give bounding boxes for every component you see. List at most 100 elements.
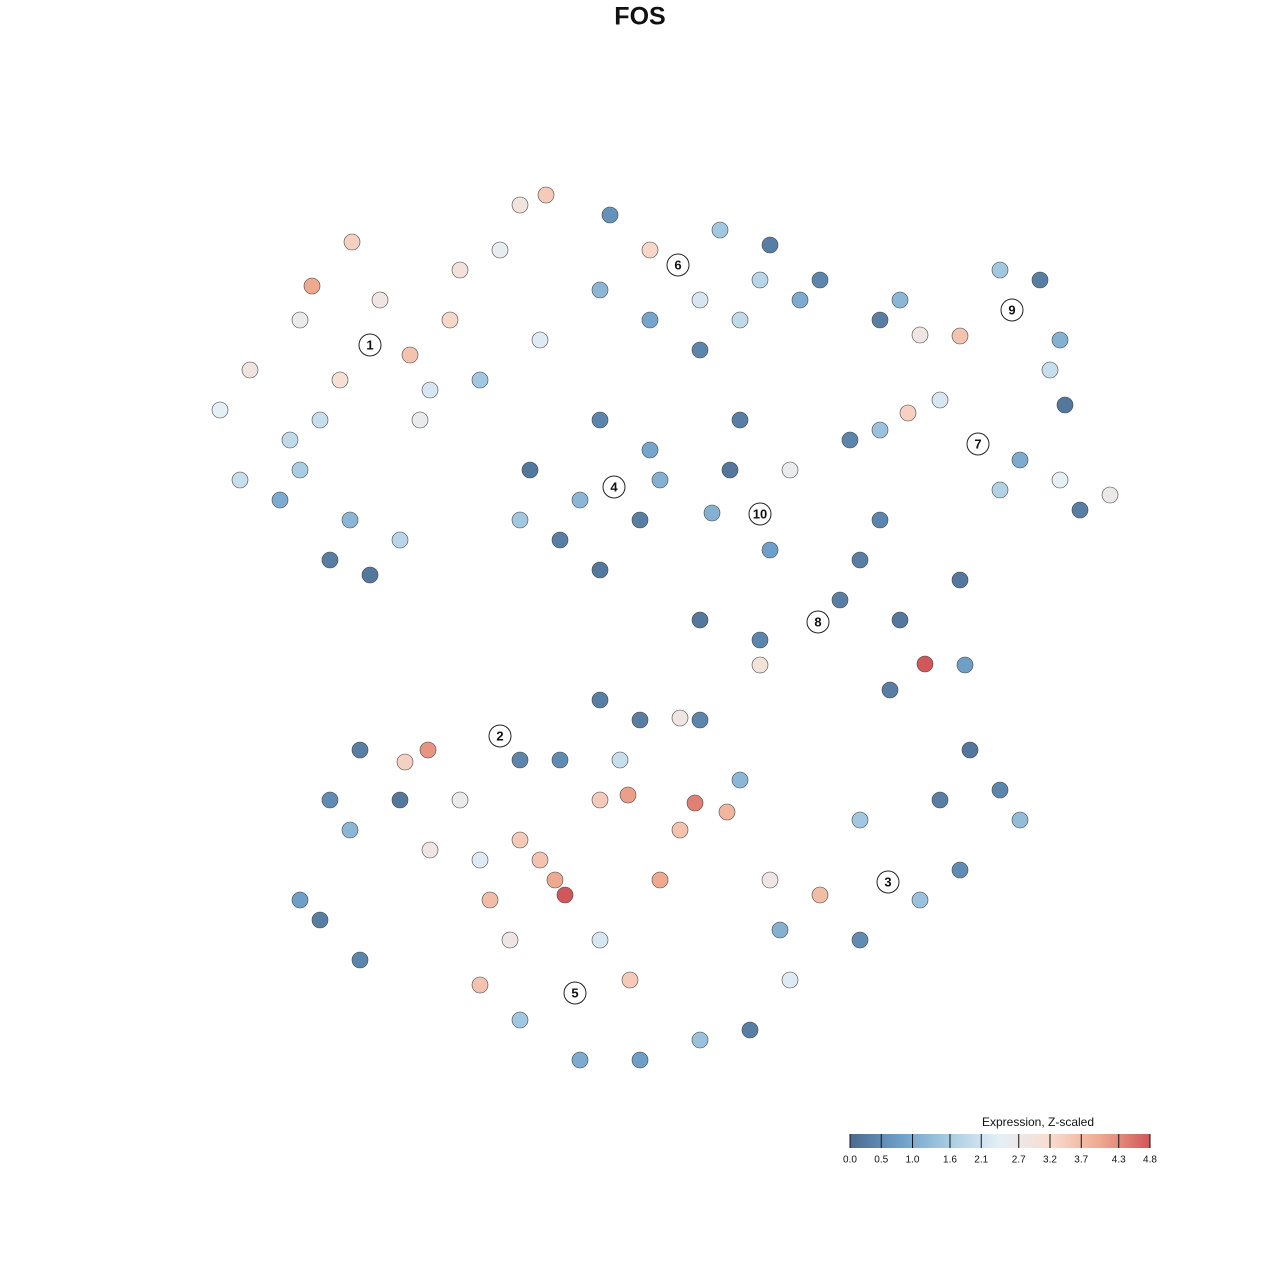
point [551, 751, 569, 769]
colorbar-title: Expression, Z-scaled [982, 1115, 1094, 1129]
point [501, 931, 519, 949]
point [351, 951, 369, 969]
point [451, 261, 469, 279]
point [718, 803, 736, 821]
cluster-label-bg [602, 475, 626, 499]
point [631, 511, 649, 529]
point [931, 391, 949, 409]
point [396, 753, 414, 771]
point [621, 971, 639, 989]
cluster-label-bg [1000, 298, 1024, 322]
cluster-label-bg [966, 432, 990, 456]
point [991, 481, 1009, 499]
point [781, 971, 799, 989]
point [521, 461, 539, 479]
point [451, 791, 469, 809]
colorbar-tick-label: 4.3 [1112, 1155, 1126, 1166]
point [686, 794, 704, 812]
point [281, 431, 299, 449]
colorbar [850, 1134, 1150, 1148]
point [711, 221, 729, 239]
point [671, 709, 689, 727]
point [481, 891, 499, 909]
point [751, 631, 769, 649]
point [991, 261, 1009, 279]
point [641, 441, 659, 459]
point [956, 656, 974, 674]
cluster-label: 4 [610, 479, 618, 494]
cluster-label: 3 [884, 874, 891, 889]
cluster-label: 2 [496, 728, 503, 743]
point [761, 871, 779, 889]
cluster-label-bg [563, 981, 587, 1005]
point [881, 681, 899, 699]
cluster-label: 8 [814, 614, 821, 629]
colorbar-tick-label: 0.0 [843, 1155, 857, 1166]
point [211, 401, 229, 419]
cluster-label-bg [748, 502, 772, 526]
point [371, 291, 389, 309]
colorbar-tick-label: 3.7 [1074, 1155, 1088, 1166]
point [471, 976, 489, 994]
point [691, 1031, 709, 1049]
point [1101, 486, 1119, 504]
point [731, 411, 749, 429]
point [851, 551, 869, 569]
point [899, 404, 917, 422]
point [1071, 501, 1089, 519]
point [391, 791, 409, 809]
cluster-label: 6 [674, 257, 681, 272]
point [591, 561, 609, 579]
point [401, 346, 419, 364]
point [571, 491, 589, 509]
point [811, 886, 829, 904]
point [951, 861, 969, 879]
point [651, 471, 669, 489]
colorbar-tick-label: 0.5 [874, 1155, 888, 1166]
point [471, 371, 489, 389]
point [361, 566, 379, 584]
cluster-label: 1 [366, 337, 373, 352]
point [1031, 271, 1049, 289]
point [851, 811, 869, 829]
cluster-label-bg [806, 610, 830, 634]
point [591, 931, 609, 949]
point [931, 791, 949, 809]
colorbar-tick-label: 1.0 [906, 1155, 920, 1166]
point [631, 1051, 649, 1069]
cluster-label: 7 [974, 436, 981, 451]
point [511, 196, 529, 214]
point [303, 277, 321, 295]
point [741, 1021, 759, 1039]
point [871, 311, 889, 329]
point [511, 751, 529, 769]
point [951, 327, 969, 345]
point [651, 871, 669, 889]
point [421, 841, 439, 859]
point [321, 791, 339, 809]
point [841, 431, 859, 449]
point [571, 1051, 589, 1069]
chart-title: FOS [614, 3, 665, 31]
point [591, 791, 609, 809]
point [271, 491, 289, 509]
point [419, 741, 437, 759]
point [911, 891, 929, 909]
point [871, 421, 889, 439]
point [691, 711, 709, 729]
point [961, 741, 979, 759]
point [1011, 811, 1029, 829]
point [291, 891, 309, 909]
point [811, 271, 829, 289]
point [531, 851, 549, 869]
point [631, 711, 649, 729]
point [611, 751, 629, 769]
point [751, 271, 769, 289]
colorbar-tick-label: 2.1 [974, 1155, 988, 1166]
point [343, 233, 361, 251]
point [341, 821, 359, 839]
point [891, 611, 909, 629]
point [691, 341, 709, 359]
point [781, 461, 799, 479]
point [421, 381, 439, 399]
